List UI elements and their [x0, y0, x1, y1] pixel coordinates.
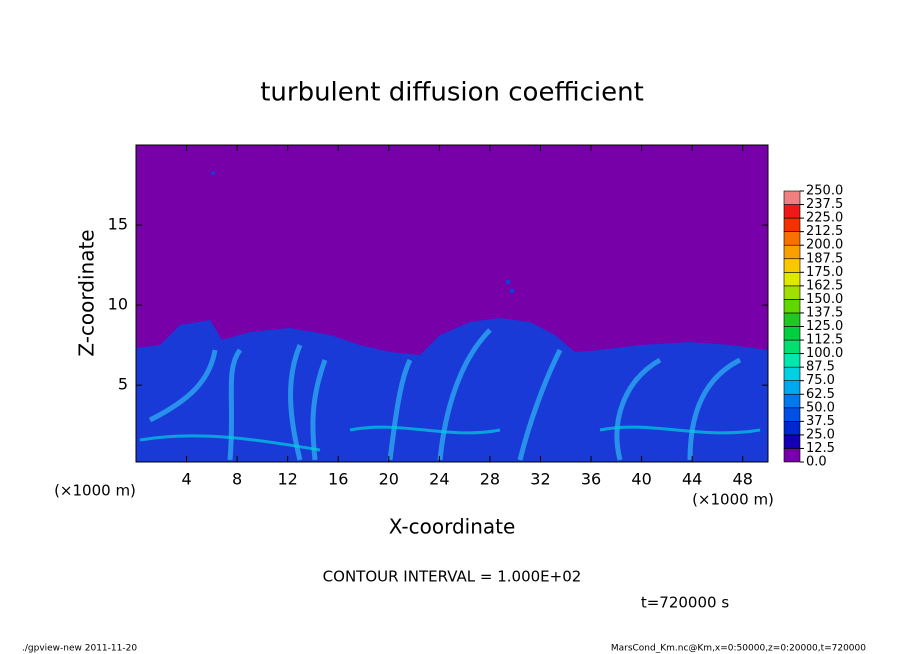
y-unit: (×1000 m) [54, 482, 136, 500]
colorbar-label: 25.0 [806, 427, 835, 442]
colorbar-swatch [783, 421, 801, 436]
colorbar-label: 200.0 [806, 238, 843, 253]
colorbar-label: 12.5 [806, 441, 835, 456]
colorbar-swatch [783, 366, 801, 381]
x-tick-label: 28 [480, 470, 500, 489]
y-tick-label: 5 [118, 375, 128, 394]
chart-title: turbulent diffusion coefficient [260, 78, 644, 108]
colorbar-swatch [783, 204, 801, 219]
colorbar-label: 225.0 [806, 211, 843, 226]
colorbar-label: 150.0 [806, 292, 843, 307]
colorbar-label: 87.5 [806, 360, 835, 375]
colorbar-label: 187.5 [806, 251, 843, 266]
colorbar-swatch [783, 380, 801, 395]
colorbar-swatch [783, 285, 801, 300]
x-tick-label: 24 [429, 470, 449, 489]
colorbar-swatch [783, 434, 801, 449]
colorbar-swatch [783, 353, 801, 368]
colorbar-label: 175.0 [806, 265, 843, 280]
x-tick-label: 36 [581, 470, 601, 489]
colorbar-swatch [783, 217, 801, 232]
colorbar-swatch [783, 244, 801, 260]
colorbar-label: 237.5 [806, 197, 843, 212]
colorbar-swatch [783, 299, 801, 314]
footer-right: MarsCond_Km.nc@Km,x=0:50000,z=0:20000,t=… [611, 644, 866, 654]
x-tick-label: 4 [181, 470, 191, 489]
colorbar-swatch [783, 312, 801, 327]
x-axis-label: X-coordinate [389, 515, 516, 539]
colorbar-label: 125.0 [806, 319, 843, 334]
y-tick-label: 10 [108, 295, 128, 314]
x-tick-label: 12 [278, 470, 298, 489]
colorbar-label: 112.5 [806, 333, 843, 348]
field [136, 145, 768, 462]
colorbar-label: 37.5 [806, 414, 835, 429]
colorbar-label: 50.0 [806, 400, 835, 415]
colorbar-label: 62.5 [806, 387, 835, 402]
footer-left: ./gpview-new 2011-11-20 [22, 644, 137, 654]
time-label: t=720000 s [641, 594, 729, 612]
colorbar-swatch [783, 339, 801, 354]
x-tick-label: 32 [530, 470, 550, 489]
colorbar-swatch [783, 271, 801, 287]
x-tick-label: 16 [328, 470, 348, 489]
colorbar-swatch [783, 190, 801, 205]
colorbar-label: 0.0 [806, 455, 827, 470]
x-unit: (×1000 m) [692, 491, 774, 509]
colorbar-swatch [783, 258, 801, 273]
x-tick-label: 48 [733, 470, 753, 489]
colorbar-swatch [783, 448, 801, 463]
contour-interval: CONTOUR INTERVAL = 1.000E+02 [323, 568, 582, 586]
colorbar-swatch [783, 407, 801, 422]
colorbar-swatch [783, 231, 801, 246]
colorbar-swatch [783, 393, 801, 409]
x-tick-label: 20 [379, 470, 399, 489]
plot-frame [135, 144, 769, 463]
colorbar-label: 250.0 [806, 184, 843, 199]
colorbar-label: 100.0 [806, 346, 843, 361]
colorbar-label: 75.0 [806, 373, 835, 388]
y-tick-label: 15 [108, 215, 128, 234]
colorbar-swatch [783, 326, 801, 341]
x-tick-label: 44 [682, 470, 702, 489]
y-axis-label: Z-coordinate [75, 229, 99, 356]
colorbar-label: 212.5 [806, 224, 843, 239]
x-tick-label: 40 [631, 470, 651, 489]
x-tick-label: 8 [232, 470, 242, 489]
colorbar-label: 162.5 [806, 278, 843, 293]
colorbar-label: 137.5 [806, 305, 843, 320]
